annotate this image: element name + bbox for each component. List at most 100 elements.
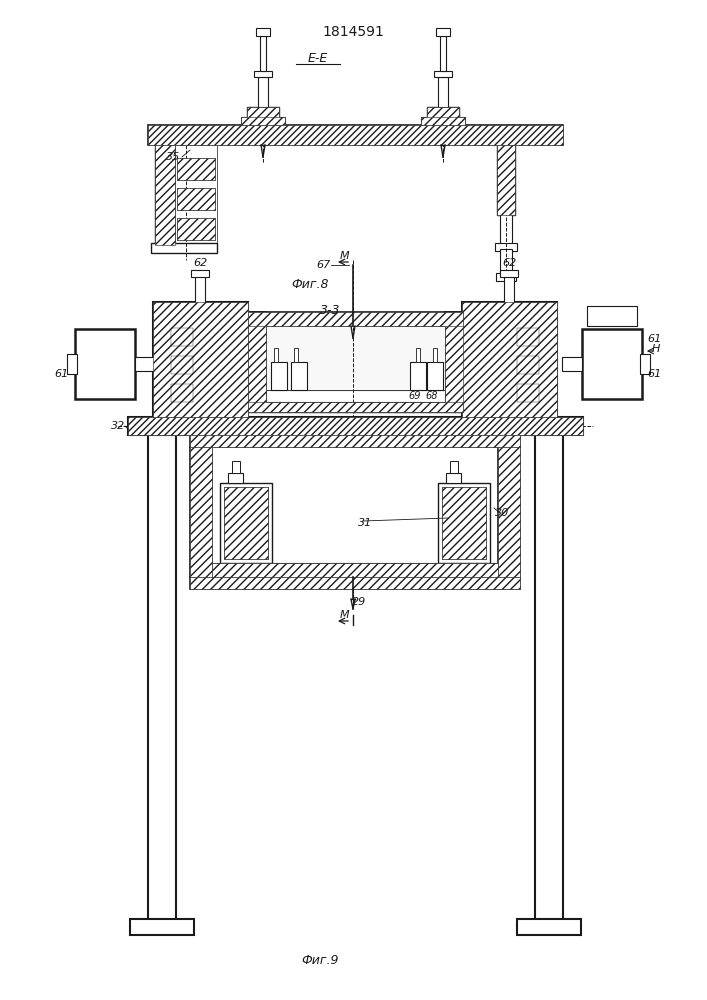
Bar: [517, 384, 539, 402]
Bar: [248, 369, 258, 387]
Bar: [165, 314, 236, 409]
Bar: [535, 435, 563, 921]
Text: 61: 61: [647, 334, 661, 344]
Bar: [421, 117, 465, 125]
Bar: [155, 145, 175, 245]
Bar: [436, 28, 450, 36]
Text: 67: 67: [316, 260, 330, 270]
Text: 61: 61: [54, 369, 68, 379]
Bar: [587, 306, 637, 326]
Text: М: М: [340, 610, 350, 620]
Bar: [500, 270, 518, 277]
Bar: [171, 384, 193, 402]
Bar: [171, 384, 193, 402]
Bar: [433, 348, 437, 362]
Bar: [504, 275, 514, 305]
Text: 62: 62: [193, 258, 207, 268]
Bar: [517, 328, 539, 346]
Bar: [190, 577, 520, 589]
Bar: [260, 36, 266, 71]
Bar: [165, 401, 236, 409]
Text: 3-3: 3-3: [320, 304, 340, 316]
Bar: [266, 326, 445, 390]
Bar: [161, 305, 240, 315]
Bar: [266, 390, 445, 402]
Bar: [291, 362, 307, 390]
Bar: [130, 919, 194, 935]
Bar: [248, 402, 463, 412]
Bar: [224, 487, 268, 559]
Bar: [640, 354, 650, 374]
Bar: [148, 125, 563, 145]
Bar: [247, 107, 279, 125]
Text: Фиг.8: Фиг.8: [291, 277, 329, 290]
Text: М: М: [340, 251, 350, 261]
Bar: [495, 243, 517, 251]
Bar: [474, 314, 545, 409]
Text: 69: 69: [409, 391, 421, 401]
Text: 62: 62: [502, 258, 516, 268]
Bar: [177, 158, 215, 180]
Bar: [191, 270, 209, 277]
Text: 30: 30: [495, 508, 509, 518]
Bar: [212, 563, 498, 577]
Bar: [582, 329, 642, 399]
Bar: [462, 302, 557, 417]
Bar: [190, 447, 212, 577]
Bar: [241, 117, 285, 125]
Bar: [248, 312, 463, 326]
Bar: [427, 107, 459, 125]
Bar: [190, 577, 520, 589]
Text: 61: 61: [647, 369, 661, 379]
Bar: [470, 305, 549, 315]
Bar: [128, 417, 583, 435]
Bar: [410, 362, 426, 390]
Bar: [128, 417, 583, 435]
Bar: [190, 435, 520, 447]
Bar: [450, 461, 458, 473]
Bar: [212, 563, 498, 577]
Bar: [254, 71, 272, 77]
Bar: [175, 145, 217, 245]
Bar: [438, 77, 448, 107]
Bar: [294, 348, 298, 362]
Text: 68: 68: [426, 391, 438, 401]
Text: 1814591: 1814591: [322, 25, 384, 39]
Bar: [177, 158, 215, 180]
Bar: [517, 356, 539, 374]
Bar: [247, 107, 279, 125]
Bar: [171, 356, 193, 374]
Bar: [171, 328, 193, 346]
Bar: [75, 329, 135, 399]
Bar: [171, 328, 193, 346]
Bar: [177, 218, 215, 240]
Bar: [241, 117, 285, 125]
Text: 29: 29: [352, 597, 366, 607]
Bar: [474, 401, 545, 409]
Bar: [416, 348, 420, 362]
Bar: [497, 145, 515, 215]
Bar: [445, 312, 463, 412]
Bar: [440, 36, 446, 71]
Bar: [442, 487, 486, 559]
Bar: [434, 71, 452, 77]
Bar: [190, 447, 212, 577]
Bar: [452, 369, 462, 387]
Bar: [153, 302, 248, 417]
Text: Фиг.9: Фиг.9: [301, 954, 339, 966]
Bar: [438, 483, 490, 563]
Bar: [498, 447, 520, 577]
Bar: [153, 302, 248, 417]
Bar: [462, 302, 557, 417]
Bar: [256, 28, 270, 36]
Bar: [274, 348, 278, 362]
Bar: [500, 249, 512, 275]
Bar: [135, 357, 155, 371]
Bar: [155, 145, 175, 245]
Bar: [258, 77, 268, 107]
Bar: [427, 107, 459, 125]
Bar: [228, 473, 243, 483]
Bar: [148, 125, 563, 145]
Bar: [517, 919, 581, 935]
Bar: [500, 213, 512, 245]
